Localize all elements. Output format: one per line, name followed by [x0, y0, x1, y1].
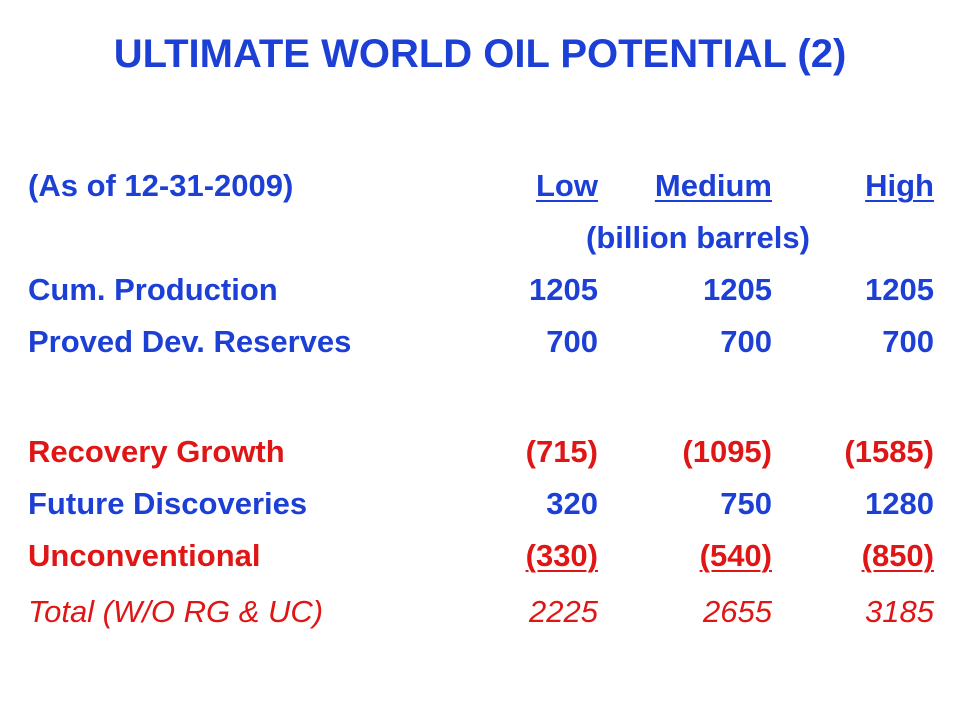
table-row: Future Discoveries 320 750 1280: [0, 482, 960, 526]
row-label: Recovery Growth: [28, 434, 285, 469]
value-low: (715): [525, 434, 598, 469]
value-high: 1205: [865, 272, 934, 307]
row-label: Proved Dev. Reserves: [28, 324, 352, 359]
units-row: (billion barrels): [0, 216, 960, 260]
value-medium: 750: [720, 486, 772, 521]
value-high: 700: [882, 324, 934, 359]
value-high: 1280: [865, 486, 934, 521]
value-low: (330): [525, 538, 598, 573]
value-low: 320: [546, 486, 598, 521]
as-of-label: (As of 12-31-2009): [28, 168, 294, 203]
total-row: Total (W/O RG & UC) 2225 2655 3185: [0, 590, 960, 634]
table-row: Unconventional (330) (540) (850): [0, 534, 960, 578]
table-row: Recovery Growth (715) (1095) (1585): [0, 430, 960, 474]
value-high: 3185: [865, 594, 934, 629]
row-label: Cum. Production: [28, 272, 278, 307]
column-header-high: High: [865, 168, 934, 203]
units-label: (billion barrels): [586, 220, 810, 255]
column-header-medium: Medium: [654, 168, 772, 203]
value-medium: 1205: [703, 272, 772, 307]
column-header-low: Low: [536, 168, 598, 203]
value-low: 2225: [529, 594, 598, 629]
slide-title: ULTIMATE WORLD OIL POTENTIAL (2): [113, 32, 847, 76]
value-medium: (1095): [682, 434, 772, 469]
row-label: Future Discoveries: [28, 486, 308, 521]
row-label: Total (W/O RG & UC): [28, 594, 324, 629]
value-low: 700: [546, 324, 598, 359]
value-medium: 2655: [703, 594, 772, 629]
table-row: Cum. Production 1205 1205 1205: [0, 268, 960, 312]
row-label: Unconventional: [28, 538, 261, 573]
value-low: 1205: [529, 272, 598, 307]
value-high: (850): [861, 538, 934, 573]
value-medium: (540): [699, 538, 772, 573]
table-row: Proved Dev. Reserves 700 700 700: [0, 320, 960, 364]
header-row: (As of 12-31-2009) Low Medium High: [0, 164, 960, 208]
value-high: (1585): [844, 434, 934, 469]
value-medium: 700: [720, 324, 772, 359]
